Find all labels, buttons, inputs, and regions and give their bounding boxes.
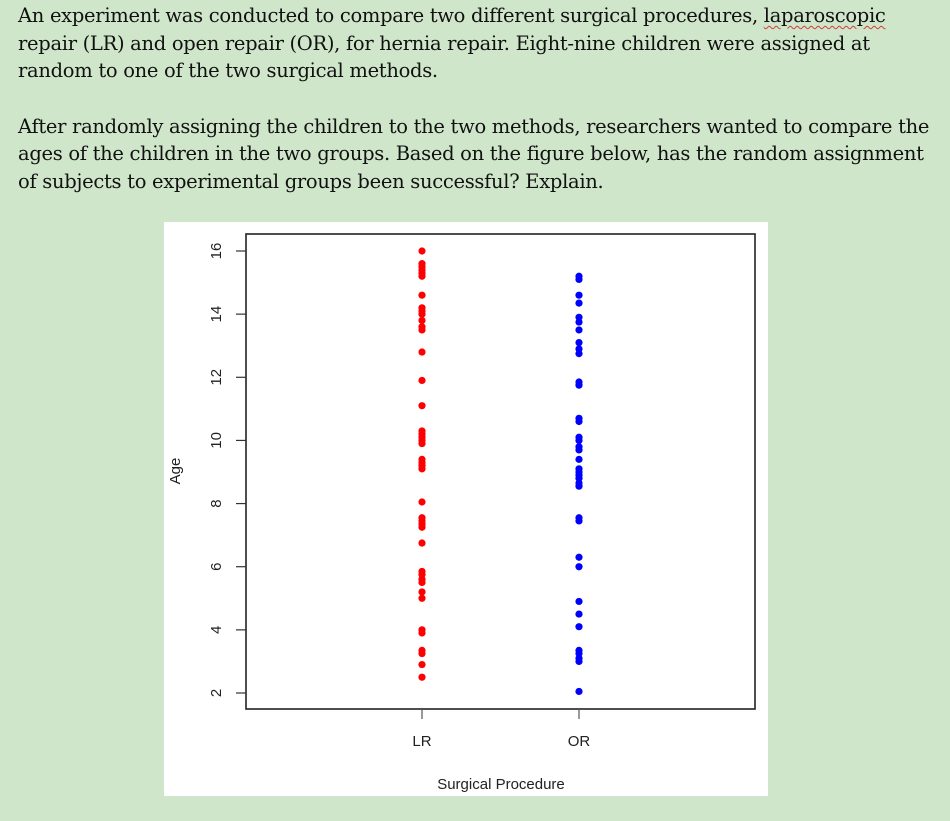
data-point xyxy=(418,673,426,681)
data-point xyxy=(418,272,426,280)
series-lr xyxy=(418,247,426,681)
y-axis: 2 4 6 8 10 12 14 16 xyxy=(208,243,246,697)
data-point xyxy=(418,539,426,547)
data-point xyxy=(418,291,426,299)
y-axis-label: Age xyxy=(167,458,184,485)
question-text: An experiment was conducted to compare t… xyxy=(18,2,943,223)
data-point xyxy=(418,629,426,637)
data-point xyxy=(575,517,583,525)
data-point xyxy=(575,610,583,618)
data-point xyxy=(575,326,583,334)
data-point xyxy=(575,338,583,347)
data-point xyxy=(418,310,426,318)
data-point xyxy=(418,649,426,658)
data-point xyxy=(418,402,426,410)
data-point xyxy=(418,498,426,506)
y-tick-label: 16 xyxy=(208,243,225,260)
data-point xyxy=(575,318,583,326)
data-point xyxy=(418,523,426,531)
data-point xyxy=(418,578,426,587)
data-point xyxy=(418,316,426,325)
x-tick-label-lr: LR xyxy=(412,733,431,750)
data-point xyxy=(418,588,426,596)
data-point xyxy=(418,465,426,473)
data-point xyxy=(575,350,583,358)
data-point xyxy=(575,482,583,490)
data-point xyxy=(575,623,583,631)
question-paragraph-2: After randomly assigning the children to… xyxy=(18,114,930,193)
data-point xyxy=(418,594,426,602)
y-tick-label: 12 xyxy=(208,369,225,386)
y-tick-label: 8 xyxy=(208,499,225,507)
data-point xyxy=(575,275,583,284)
y-tick-label: 6 xyxy=(208,563,225,571)
data-point xyxy=(418,660,426,669)
data-point xyxy=(575,417,583,426)
series-or xyxy=(575,272,583,696)
data-point xyxy=(575,446,583,454)
data-point xyxy=(418,439,426,448)
y-tick-label: 10 xyxy=(208,432,225,449)
x-axis-label: Surgical Procedure xyxy=(437,776,565,793)
data-point xyxy=(418,326,426,334)
data-point xyxy=(575,657,583,666)
data-point xyxy=(575,597,583,606)
x-axis: LR OR xyxy=(412,709,590,750)
y-tick-label: 14 xyxy=(208,306,225,323)
plot-frame xyxy=(245,233,756,710)
data-point xyxy=(575,563,583,571)
data-point xyxy=(575,553,583,561)
y-tick-label: 4 xyxy=(208,626,225,634)
y-tick-label: 2 xyxy=(208,689,225,697)
data-point xyxy=(418,348,426,356)
strip-chart: 2 4 6 8 10 12 14 16 LR OR Age Surgical Procedure xyxy=(167,233,756,793)
data-point xyxy=(575,299,583,307)
question-paragraph-1: An experiment was conducted to compare t… xyxy=(18,4,886,82)
data-point xyxy=(575,687,583,696)
spellcheck-flagged-word: laparoscopic xyxy=(763,4,886,27)
data-point xyxy=(575,291,583,299)
data-point xyxy=(418,247,426,255)
data-points xyxy=(418,247,583,696)
x-tick-label-or: OR xyxy=(568,733,591,750)
data-point xyxy=(418,376,426,385)
data-point xyxy=(575,436,583,445)
data-point xyxy=(575,455,583,463)
data-point xyxy=(575,381,583,389)
strip-chart-figure: 2 4 6 8 10 12 14 16 LR OR Age Surgical Procedure xyxy=(164,222,768,796)
